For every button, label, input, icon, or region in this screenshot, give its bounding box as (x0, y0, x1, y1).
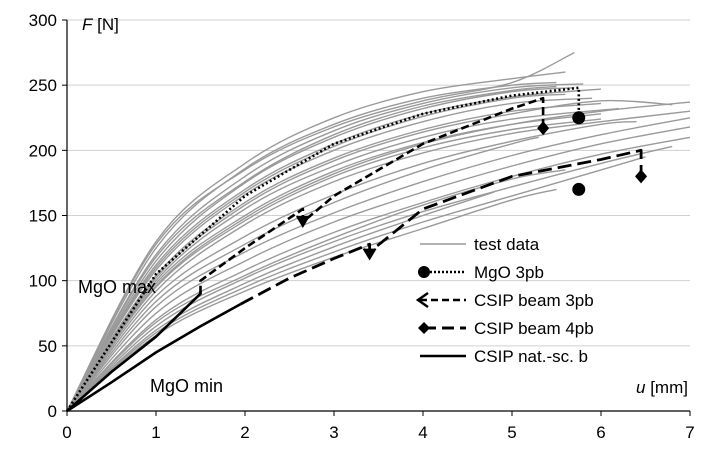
y-tick-label: 0 (48, 402, 57, 421)
legend-label-mgo-3pb: MgO 3pb (474, 263, 544, 282)
y-axis-label: F [N] (82, 15, 119, 34)
test-data-curve (66, 117, 691, 412)
test-data-curve (66, 169, 566, 412)
grid (67, 19, 690, 347)
test-data-curve (66, 121, 637, 412)
x-tick-label: 5 (507, 423, 516, 442)
test-data-curve (66, 107, 619, 412)
marker-arrow (362, 248, 377, 261)
test-data-curve (66, 101, 691, 412)
marker-diamond (635, 169, 648, 184)
series-line (66, 302, 242, 413)
y-tick-label: 100 (29, 272, 57, 291)
annotation-mgo-max: MgO max (78, 277, 156, 297)
series-line (239, 148, 643, 306)
test-data-curve (66, 99, 673, 412)
test-data-curve (66, 87, 575, 412)
legend-label-csip-beam-4pb: CSIP beam 4pb (474, 319, 594, 338)
test-data-curve (66, 102, 602, 412)
annotation-mgo-min: MgO min (150, 376, 223, 396)
test-data-curve (66, 191, 495, 412)
y-tick-label: 50 (38, 337, 57, 356)
legend-marker-circle (418, 266, 430, 278)
test-data-curve (66, 83, 584, 412)
series-line (199, 96, 545, 294)
x-tick-label: 0 (62, 423, 71, 442)
test-data-lines (66, 51, 691, 412)
series-line (66, 291, 202, 412)
marker-diamond (537, 121, 550, 136)
test-data-curve (66, 110, 691, 412)
legend-marker-diamond (418, 322, 430, 334)
test-data-curve (66, 126, 691, 412)
tick-labels: 0 50 100 150 200 250 300 0 1 2 3 4 5 6 7 (29, 11, 695, 442)
test-data-curve (66, 85, 557, 412)
x-tick-label: 4 (418, 423, 427, 442)
marker-circle (572, 182, 586, 196)
x-tick-label: 3 (329, 423, 338, 442)
test-data-curve (66, 136, 691, 412)
legend-label-csip-beam-3pb: CSIP beam 3pb (474, 291, 594, 310)
axes (62, 19, 691, 416)
test-data-curve (66, 51, 575, 412)
y-tick-label: 200 (29, 141, 57, 160)
x-tick-label: 7 (685, 423, 694, 442)
test-data-curve (66, 145, 673, 412)
legend-label-csip-nat-sc-b: CSIP nat.-sc. b (474, 347, 588, 366)
marker-arrow (295, 215, 310, 228)
test-data-curve (66, 88, 602, 412)
test-data-curve (66, 156, 646, 412)
marker-circle (572, 111, 586, 125)
test-data-curve (66, 97, 593, 412)
legend-label-test-data: test data (474, 235, 540, 254)
series-line (65, 86, 581, 412)
series-lines (65, 86, 643, 413)
x-tick-label: 2 (240, 423, 249, 442)
legend-marker-arrow (415, 291, 429, 309)
legend: test data MgO 3pb CSIP beam 3pb CSIP bea… (415, 235, 594, 366)
x-tick-label: 1 (151, 423, 160, 442)
x-tick-label: 6 (596, 423, 605, 442)
test-data-curve (66, 71, 566, 412)
y-tick-label: 150 (29, 207, 57, 226)
y-tick-label: 300 (29, 11, 57, 30)
test-data-curve (66, 118, 602, 412)
y-tick-label: 250 (29, 76, 57, 95)
x-axis-label: u [mm] (636, 378, 688, 397)
series-markers (295, 111, 648, 261)
